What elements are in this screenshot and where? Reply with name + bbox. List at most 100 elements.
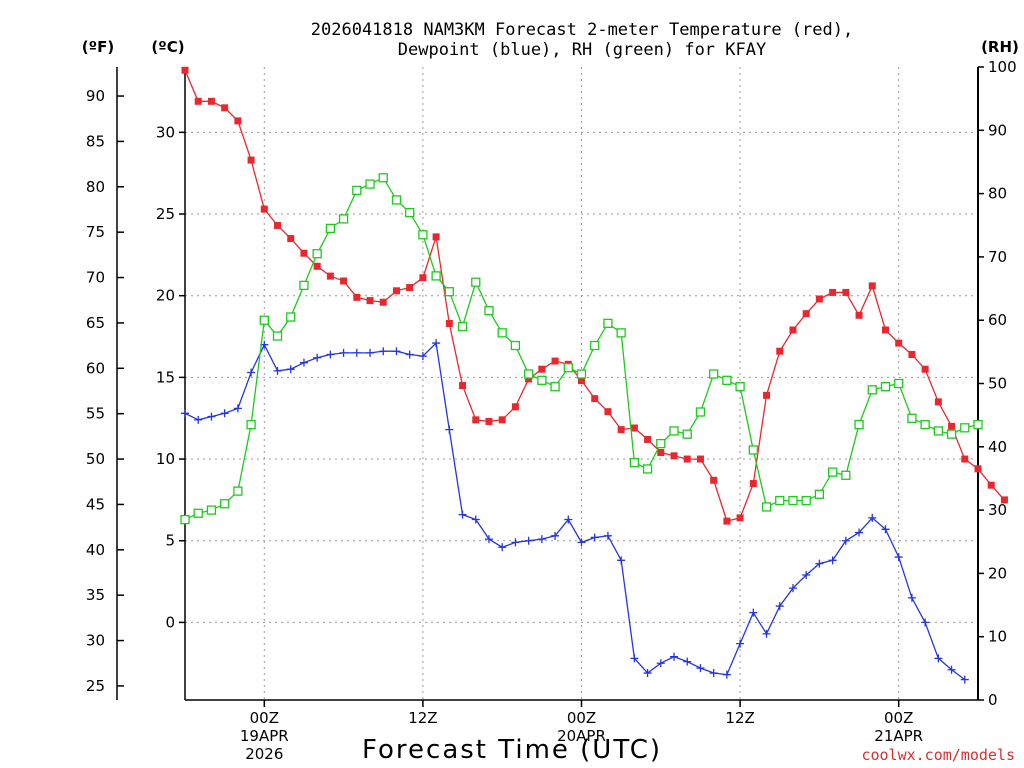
2-meter-temperature-point [749,480,757,488]
relative-humidity-point [735,382,745,392]
dewpoint-point [194,415,203,424]
relative-humidity-point [576,369,587,379]
relative-humidity-point [748,445,758,455]
2-meter-temperature-point [274,221,282,229]
dewpoint-point [960,675,969,684]
2-meter-temperature-point [895,339,903,347]
2-meter-temperature-point [498,416,506,424]
dewpoint-point [564,515,573,524]
dewpoint-point [775,602,784,611]
dewpoint-point [736,639,745,648]
rh-tick-label: 20 [988,564,1007,582]
relative-humidity-point [193,508,203,518]
dewpoint-point [273,366,282,375]
chart-title-line-1: 2026041818 NAM3KM Forecast 2-meter Tempe… [311,20,853,40]
fahrenheit-tick-label: 30 [86,632,105,650]
2-meter-temperature-point [406,284,414,292]
relative-humidity-point [563,363,573,373]
dewpoint-point [947,665,956,674]
dewpoint-point [379,347,388,356]
2-meter-temperature-point [313,262,321,270]
dewpoint-point [405,350,414,359]
dewpoint-point [855,528,864,537]
dewpoint-point [498,543,507,552]
dewpoint-point [670,652,679,661]
relative-humidity-point [312,249,322,259]
grid-lines [185,67,978,700]
dewpoint-point [643,669,652,678]
relative-humidity-point [484,306,494,316]
series-group [180,66,1008,684]
2-meter-temperature-point [260,205,268,213]
relative-humidity-point [431,271,441,281]
dewpoint-point [471,515,480,524]
relative-humidity-point [629,457,640,468]
relative-humidity-point [960,423,970,433]
fahrenheit-tick-label: 60 [86,359,105,377]
relative-humidity-point [590,340,600,351]
2-meter-temperature-point [630,424,638,432]
relative-humidity-point [920,419,930,430]
relative-humidity-point [378,173,388,183]
2-meter-temperature-point [644,435,652,443]
relative-humidity-point [827,467,838,477]
relative-humidity-point [775,495,785,506]
celsius-tick-label: 15 [156,368,175,386]
fahrenheit-axis-unit: (ºF) [82,38,114,56]
dewpoint-point [603,531,612,540]
2-meter-temperature-point [221,104,229,112]
rh-tick-label: 90 [988,121,1007,139]
relative-humidity-point [365,179,375,189]
relative-humidity-point [523,369,534,379]
2-meter-temperature-point [353,293,361,301]
dewpoint-point [802,571,811,580]
relative-humidity-point [814,489,825,499]
dewpoint-point [484,535,493,544]
relative-humidity-point [272,331,283,341]
dewpoint-point [418,352,427,361]
rh-tick-label: 50 [988,375,1007,393]
credit-watermark: coolwx.com/models [861,746,1015,764]
dewpoint-point [868,513,877,522]
dewpoint-line [184,341,966,681]
fahrenheit-tick-label: 65 [86,314,105,332]
dewpoint-point [432,339,441,348]
relative-humidity-point [457,321,468,332]
relative-humidity-point [510,340,521,351]
rh-tick-label: 30 [988,501,1007,519]
dewpoint-point [233,404,242,413]
relative-humidity-point [471,277,481,287]
dewpoint-point [286,365,295,374]
relative-humidity-point [656,438,666,449]
dewpoint-point [511,538,520,547]
dewpoint-point [524,536,533,545]
dewpoint-point [907,593,916,602]
dewpoint-point [749,608,758,617]
celsius-tick-label: 30 [156,123,175,141]
2-meter-temperature-point [948,422,956,430]
relative-humidity-point [801,495,811,506]
2-meter-temperature-point [710,476,718,484]
dewpoint-point [709,669,718,678]
celsius-tick-label: 0 [165,613,175,631]
dewpoint-point [458,510,467,519]
2-meter-temperature-point [921,365,929,373]
2-meter-temperature-point [987,481,995,489]
2-meter-temperature-point [181,66,189,74]
dewpoint-point [366,348,375,357]
relative-humidity-point [841,470,851,480]
2-meter-temperature-point [829,288,837,296]
dewpoint-point [299,358,308,367]
2-meter-temperature-point [485,417,493,425]
relative-humidity-point [709,369,719,379]
axes-group [116,66,984,707]
relative-humidity-point [616,328,626,338]
dewpoint-point [181,409,189,418]
2-meter-temperature-point [551,357,559,365]
rh-tick-label: 40 [988,438,1007,456]
rh-tick-label: 100 [988,58,1017,76]
fahrenheit-tick-label: 75 [86,223,105,241]
dewpoint-point [656,659,665,668]
2-meter-temperature-point [908,351,916,359]
